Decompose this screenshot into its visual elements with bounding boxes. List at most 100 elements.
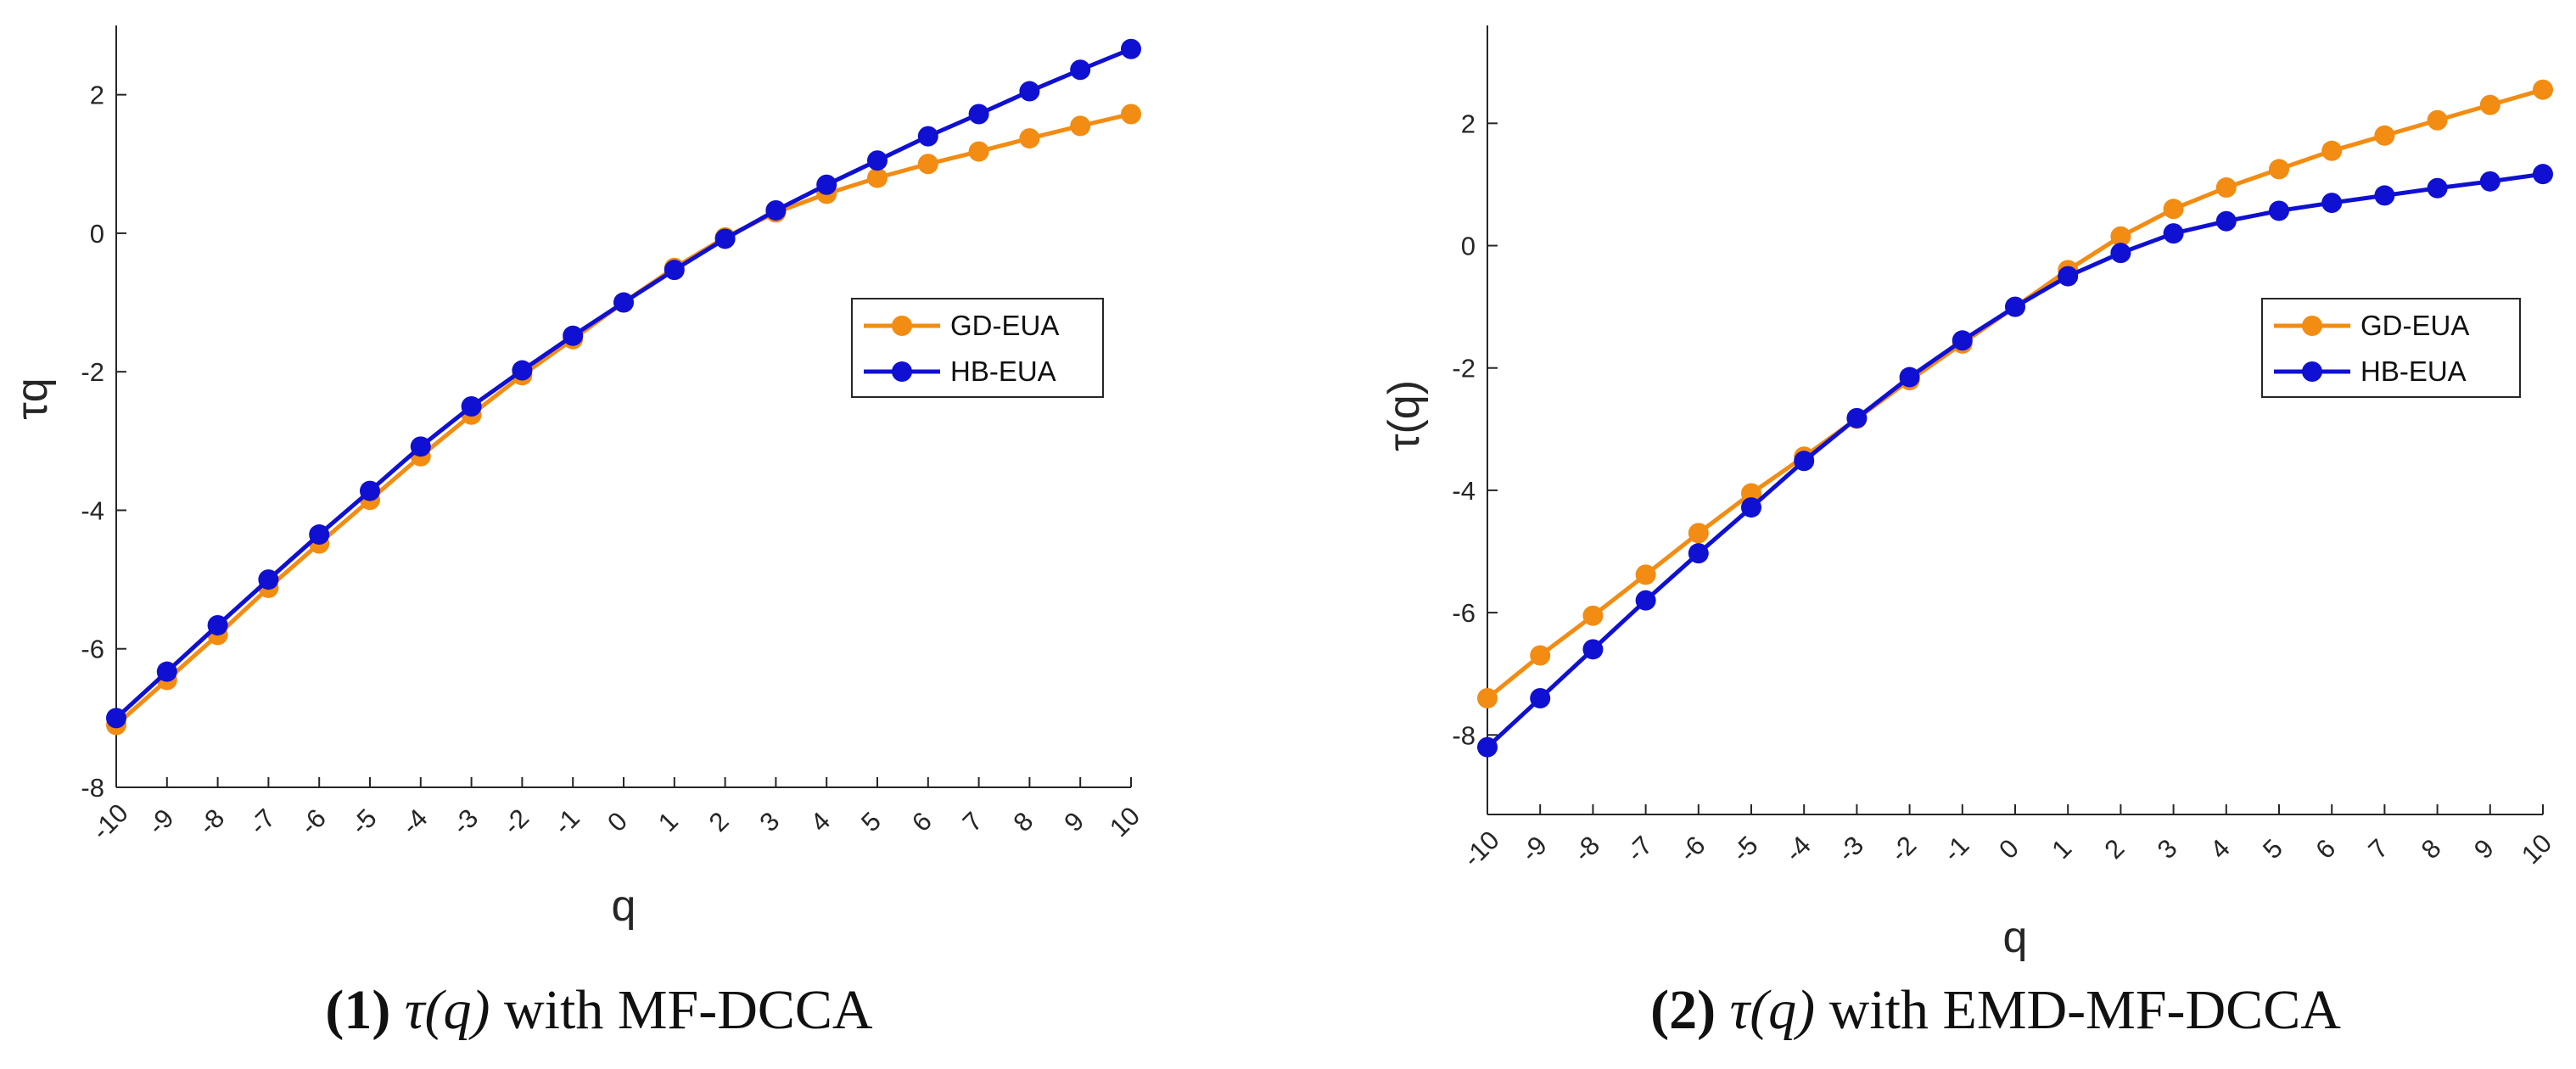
x-tick-label: 6 [906, 806, 938, 837]
x-tick-label: 3 [2152, 833, 2183, 865]
x-tick-label: 4 [2204, 833, 2236, 865]
data-point-hb-eua [258, 569, 279, 590]
x-tick-label: -2 [1884, 830, 1922, 867]
x-tick-label: -10 [1457, 825, 1504, 872]
x-tick-label: 8 [2416, 833, 2447, 865]
data-point-gd-eua [2163, 199, 2184, 220]
x-tick-label: 10 [2516, 828, 2557, 870]
data-point-hb-eua [1582, 639, 1604, 660]
legend-swatch-marker-gd-eua [892, 316, 912, 336]
data-point-hb-eua [664, 260, 685, 281]
data-point-hb-eua [765, 199, 787, 221]
data-point-hb-eua [156, 661, 177, 682]
y-tick-label: 2 [1461, 109, 1476, 138]
legend-label-hb-eua: HB-EUA [950, 355, 1056, 387]
legend-swatch-marker-hb-eua [892, 361, 912, 382]
y-tick-label: 0 [1461, 232, 1476, 261]
x-tick-label: 5 [855, 806, 887, 837]
data-point-hb-eua [1635, 590, 1656, 611]
x-tick-label: 1 [2046, 833, 2077, 865]
legend-swatch-marker-gd-eua [2302, 316, 2322, 336]
y-tick-label: 2 [90, 81, 104, 110]
series-line-hb-eua [1486, 171, 2544, 749]
x-tick-label: -4 [395, 803, 433, 840]
x-tick-label: -5 [344, 803, 382, 840]
x-tick-label: 9 [2468, 833, 2500, 865]
data-point-hb-eua [2058, 266, 2079, 287]
data-point-hb-eua [563, 325, 584, 346]
data-point-gd-eua [1530, 645, 1551, 666]
data-point-gd-eua [1121, 104, 1141, 125]
x-tick-label: 0 [602, 806, 633, 837]
data-point-gd-eua [1688, 523, 1709, 544]
x-tick-label: 1 [652, 806, 684, 837]
chart-panel-emd-mf-dcca: -8-6-4-202-10 -9 -8 -7 -6 -5 -4 -3 -2 -1 0 1 2 3 4 5 6 7 8… [1380, 25, 2557, 962]
x-tick-label: 3 [754, 806, 786, 837]
data-point-gd-eua [1019, 128, 1040, 149]
data-point-gd-eua [917, 154, 938, 175]
y-axis-label: τq [8, 378, 57, 419]
x-tick-label: -3 [446, 803, 484, 840]
x-tick-label: -6 [294, 803, 332, 840]
x-tick-label: -7 [1621, 830, 1658, 867]
x-axis-label: q [612, 882, 636, 931]
x-tick-label: -3 [1832, 830, 1869, 867]
data-point-hb-eua [2533, 164, 2553, 185]
data-point-hb-eua [867, 150, 888, 171]
x-tick-label: -8 [1568, 830, 1605, 867]
legend-label-hb-eua: HB-EUA [2360, 355, 2467, 387]
legend-label-gd-eua: GD-EUA [2360, 310, 2469, 341]
data-point-hb-eua [2110, 243, 2131, 264]
caption-2-number: 2 [1669, 979, 1697, 1041]
data-point-hb-eua [917, 126, 938, 147]
x-tick-label: 0 [1993, 833, 2024, 865]
data-point-hb-eua [1794, 451, 1815, 472]
data-point-hb-eua [410, 436, 431, 457]
caption-2: (2) τ(q) with EMD-MF-DCCA [1650, 979, 2341, 1041]
data-point-hb-eua [360, 480, 380, 501]
data-point-hb-eua [512, 360, 533, 381]
legend-box [2261, 298, 2521, 398]
x-tick-label: 9 [1058, 806, 1089, 837]
data-point-hb-eua [1741, 497, 1761, 518]
data-point-hb-eua [1019, 81, 1040, 102]
y-tick-label: -4 [81, 495, 104, 525]
data-point-hb-eua [2321, 193, 2343, 214]
x-axis-label: q [2003, 913, 2028, 962]
data-point-hb-eua [1846, 407, 1868, 428]
x-tick-label: 7 [2363, 833, 2394, 865]
data-point-hb-eua [309, 524, 330, 546]
caption-1-number: 1 [344, 979, 372, 1041]
data-point-hb-eua [207, 614, 228, 635]
x-tick-label: -5 [1726, 830, 1763, 867]
x-tick-label: -6 [1673, 830, 1711, 867]
x-tick-label: -7 [244, 803, 281, 840]
data-point-hb-eua [1952, 330, 1973, 351]
y-tick-label: -4 [1452, 476, 1476, 506]
data-point-gd-eua [867, 167, 888, 188]
data-point-hb-eua [2215, 210, 2237, 232]
data-point-gd-eua [2321, 140, 2343, 161]
data-point-hb-eua [2269, 200, 2289, 221]
data-point-gd-eua [1582, 605, 1604, 626]
data-point-hb-eua [1530, 688, 1551, 709]
x-tick-label: -10 [86, 798, 133, 845]
data-point-gd-eua [968, 141, 989, 162]
x-tick-label: 2 [703, 806, 735, 837]
data-point-hb-eua [1121, 38, 1141, 59]
legend-label-gd-eua: GD-EUA [950, 310, 1059, 341]
x-tick-label: 8 [1008, 806, 1039, 837]
data-point-hb-eua [461, 396, 482, 417]
data-point-hb-eua [2374, 185, 2395, 206]
data-point-hb-eua [1070, 59, 1091, 81]
caption-2-text: with EMD-MF-DCCA [1815, 979, 2341, 1041]
y-tick-label: -8 [1452, 720, 1476, 750]
x-tick-label: 5 [2257, 833, 2288, 865]
caption-1: (1) τ(q) with MF-DCCA [325, 979, 872, 1041]
x-tick-label: -1 [1937, 830, 1974, 867]
chart-panel-mf-dcca: -8-6-4-202-10 -9 -8 -7 -6 -5 -4 -3 -2 -1 0 1 2 3 4 5 6 7 8… [8, 25, 1145, 931]
data-point-hb-eua [613, 292, 634, 313]
data-point-gd-eua [2215, 177, 2237, 199]
data-point-gd-eua [2533, 79, 2553, 100]
